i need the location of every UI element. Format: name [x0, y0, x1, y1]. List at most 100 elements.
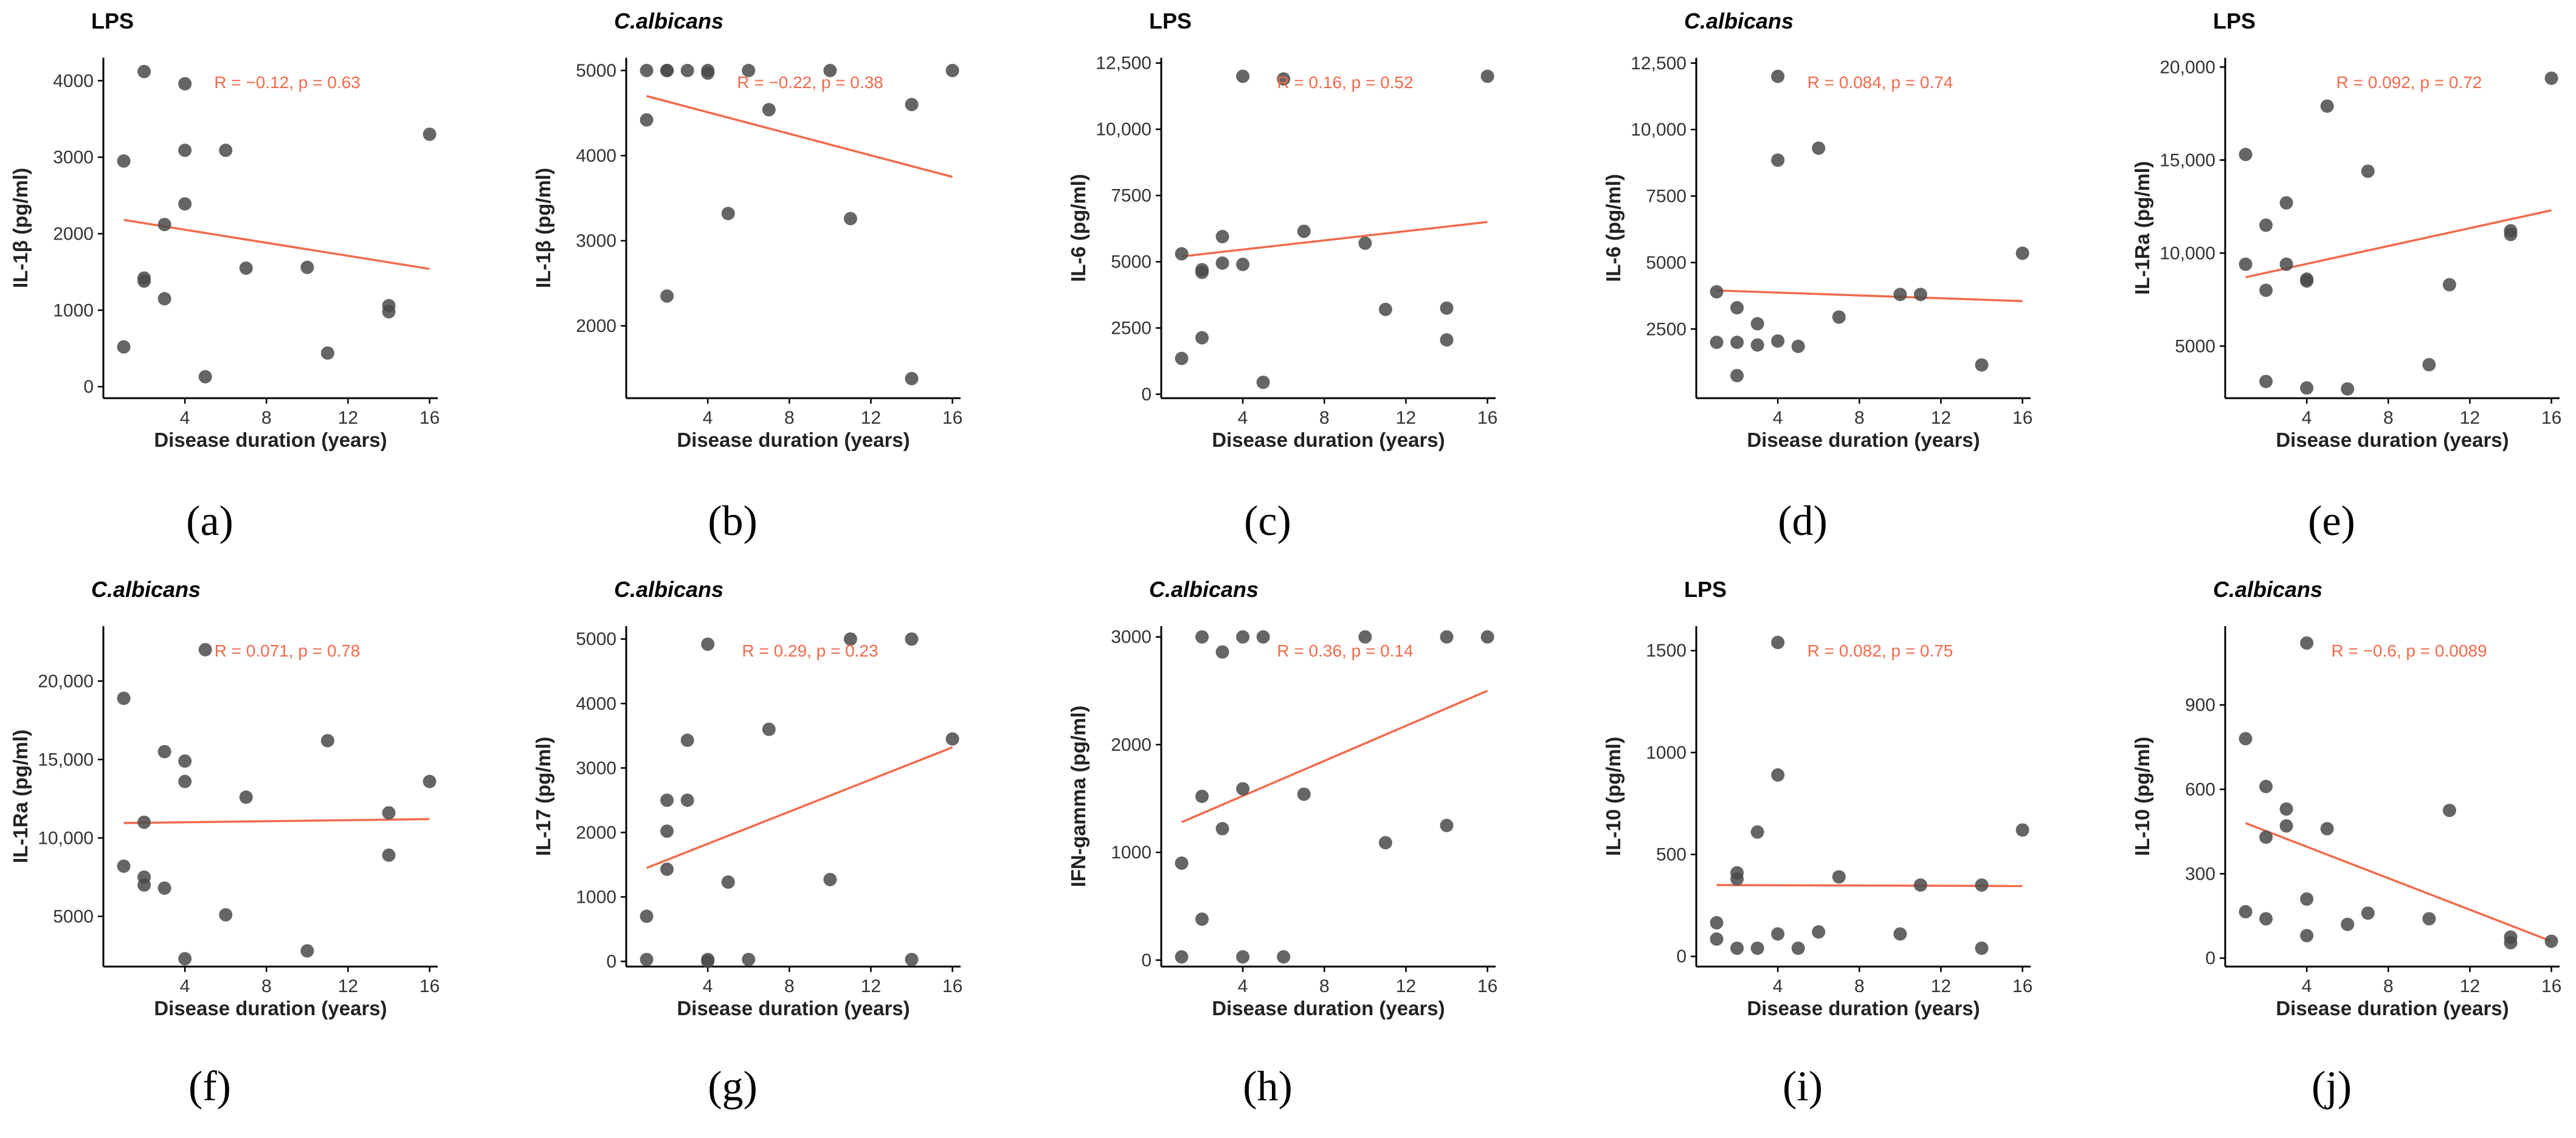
data-point [157, 745, 171, 759]
data-point [660, 824, 674, 838]
x-tick-label: 12 [1396, 976, 1416, 996]
panel-j: C.albicans 4 8 12 16 0 300 600 900 Disease durati… [2131, 577, 2561, 1110]
x-tick-label: 4 [1238, 976, 1248, 996]
data-point [1730, 941, 1744, 955]
data-point [1975, 358, 1989, 372]
y-tick-label: 5000 [53, 906, 94, 926]
data-point [701, 637, 715, 651]
data-point [1913, 878, 1927, 892]
y-axis-label: IL-6 (pg/ml) [1602, 174, 1625, 282]
y-tick-label: 10,000 [38, 828, 94, 848]
data-point [2239, 732, 2253, 746]
stat-annotation: R = 0.29, p = 0.23 [742, 641, 878, 660]
y-tick-label: 3000 [576, 231, 616, 251]
y-tick-label: 4000 [576, 146, 616, 166]
data-point [320, 734, 334, 748]
regression-line [2245, 209, 2552, 278]
x-tick-label: 8 [784, 976, 795, 996]
data-point [1750, 825, 1764, 839]
x-tick-label: 12 [861, 408, 881, 428]
data-point [1791, 941, 1805, 955]
data-point [1215, 822, 1229, 836]
x-axis-label: Disease duration (years) [1747, 429, 1980, 451]
data-point [117, 154, 131, 168]
x-tick-label: 16 [2012, 976, 2032, 996]
y-tick-label: 5000 [2175, 336, 2215, 356]
stat-annotation: R = 0.092, p = 0.72 [2336, 73, 2482, 92]
y-axis-label: IL-6 (pg/ml) [1067, 174, 1089, 282]
x-axis-label: Disease duration (years) [154, 997, 387, 1019]
panel-title: C.albicans [1149, 577, 1259, 602]
data-point [1771, 927, 1785, 941]
x-tick-label: 4 [1238, 408, 1248, 428]
y-tick-label: 300 [2185, 864, 2215, 884]
data-point [178, 754, 192, 768]
data-point [721, 207, 735, 221]
data-point [905, 371, 919, 385]
data-point [219, 908, 233, 922]
x-tick-label: 16 [942, 408, 962, 428]
y-tick-label: 10,000 [1096, 120, 1152, 140]
y-tick-label: 900 [2185, 695, 2215, 716]
y-axis-label: IL-17 (pg/ml) [532, 737, 554, 856]
data-point [198, 370, 212, 384]
y-tick-label: 12,500 [1096, 53, 1152, 74]
data-point [701, 954, 715, 968]
data-point [843, 212, 857, 226]
panel-caption: (c) [1244, 498, 1291, 545]
x-tick-label: 12 [2460, 408, 2480, 428]
data-point [2422, 912, 2436, 926]
y-tick-label: 0 [1141, 384, 1152, 404]
data-point [680, 733, 694, 747]
data-point [1175, 950, 1189, 964]
data-point [1710, 285, 1724, 298]
data-point [1236, 69, 1250, 83]
data-point [157, 218, 171, 232]
data-point [1893, 288, 1907, 302]
data-point [660, 289, 674, 303]
panel-title: C.albicans [91, 577, 201, 602]
regression-line [1181, 221, 1488, 258]
x-tick-label: 8 [1854, 976, 1865, 996]
panel-i: LPS 4 8 12 16 0 500 1000 1500 Disease duration (y… [1602, 577, 2032, 1110]
data-point [1195, 790, 1209, 803]
data-point [2320, 99, 2334, 113]
panel-caption: (j) [2312, 1063, 2352, 1110]
data-point [1750, 941, 1764, 955]
y-tick-label: 20,000 [2160, 57, 2215, 77]
data-point [1771, 635, 1785, 649]
regression-line [646, 746, 953, 869]
data-point [1730, 336, 1744, 350]
data-point [1215, 256, 1229, 270]
x-tick-label: 16 [2541, 976, 2561, 996]
y-tick-label: 5000 [576, 61, 616, 81]
stat-annotation: R = 0.36, p = 0.14 [1277, 641, 1413, 660]
y-tick-label: 1000 [576, 887, 616, 907]
data-point [843, 632, 857, 646]
data-point [1893, 927, 1907, 941]
data-point [2259, 374, 2273, 388]
data-point [2239, 257, 2253, 271]
data-point [117, 340, 131, 354]
x-tick-label: 8 [2383, 408, 2394, 428]
y-tick-label: 20,000 [38, 671, 94, 691]
stat-annotation: R = 0.084, p = 0.74 [1808, 73, 1953, 92]
y-tick-label: 1500 [1646, 641, 1687, 661]
x-tick-label: 4 [180, 408, 190, 428]
regression-line [1716, 884, 2023, 888]
x-tick-label: 4 [1773, 976, 1783, 996]
data-point [680, 793, 694, 807]
x-tick-label: 8 [1854, 408, 1865, 428]
y-axis-label: IFN-gamma (pg/ml) [1067, 706, 1089, 888]
data-point [2422, 357, 2436, 371]
data-point [640, 113, 654, 127]
y-tick-label: 10,000 [2160, 243, 2215, 263]
x-tick-label: 4 [2302, 976, 2312, 996]
data-point [1256, 630, 1270, 644]
x-tick-label: 8 [2383, 976, 2394, 996]
x-axis-label: Disease duration (years) [2276, 997, 2509, 1019]
data-point [2544, 934, 2558, 948]
x-tick-label: 8 [261, 976, 272, 996]
data-point [382, 305, 396, 319]
regression-line [646, 95, 953, 178]
